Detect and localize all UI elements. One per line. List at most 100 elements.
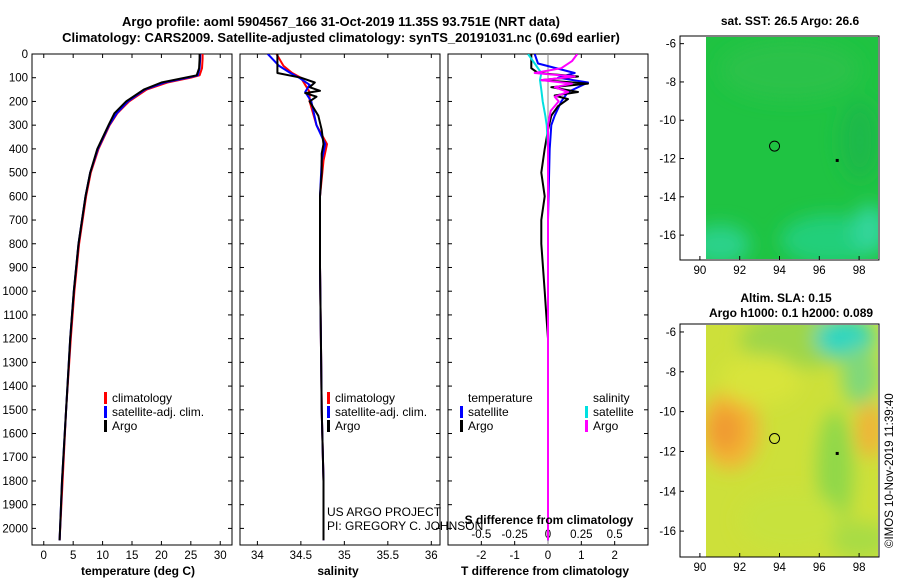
salinity-series bbox=[267, 54, 328, 541]
sla-map-subtitle: Argo h1000: 0.1 h2000: 0.089 bbox=[709, 306, 873, 320]
depth-tick-label: 1200 bbox=[2, 334, 28, 346]
s-diff-tick-label: -0.5 bbox=[471, 529, 491, 541]
difference-legend: temperature satellite Argo salinity sate… bbox=[460, 391, 634, 433]
sst-map-y-tick-label: -10 bbox=[659, 115, 676, 127]
s-diff-tick-label: 0.5 bbox=[607, 529, 623, 541]
salinity-panel-frame bbox=[239, 53, 441, 546]
legend-swatch-s-argo bbox=[585, 420, 588, 432]
legend-title-temperature: temperature bbox=[468, 391, 533, 405]
legend-label-t-argo: Argo bbox=[468, 419, 494, 433]
sla-map-y-tick-label: -10 bbox=[659, 407, 676, 419]
figure-title-line1: Argo profile: aoml 5904567_166 31-Oct-20… bbox=[122, 14, 560, 29]
depth-tick-label: 2000 bbox=[2, 523, 28, 535]
sla-map-x-tick-label: 96 bbox=[813, 562, 826, 574]
legend-label-argo: Argo bbox=[112, 419, 138, 433]
temperature-tick-label: 0 bbox=[41, 550, 47, 562]
depth-tick-label: 1300 bbox=[2, 357, 28, 369]
temperature-series bbox=[58, 54, 204, 541]
sst-map-field bbox=[706, 37, 878, 259]
depth-tick-label: 1400 bbox=[2, 381, 28, 393]
sst-map-y-tick-label: -16 bbox=[659, 230, 676, 242]
depth-tick-label: 1900 bbox=[2, 500, 28, 512]
legend-label-climatology: climatology bbox=[112, 391, 172, 405]
legend-label-argo: Argo bbox=[335, 419, 361, 433]
t-difference-axis-label: T difference from climatology bbox=[461, 564, 629, 578]
sla-map-title: Altim. SLA: 0.15 bbox=[740, 291, 832, 305]
legend-label-climatology: climatology bbox=[335, 391, 395, 405]
series-line-climatology bbox=[58, 54, 204, 541]
sla-track-point bbox=[835, 451, 839, 455]
temperature-axis-label: temperature (deg C) bbox=[81, 564, 195, 578]
t-diff-tick-label: 2 bbox=[611, 550, 617, 562]
s-diff-tick-label: 0.25 bbox=[570, 529, 592, 541]
series-line-argo bbox=[276, 54, 325, 541]
sla-map-x-tick-label: 90 bbox=[694, 562, 707, 574]
sst-map-title: sat. SST: 26.5 Argo: 26.6 bbox=[721, 14, 860, 28]
salinity-tick-label: 35 bbox=[338, 550, 351, 562]
sla-map-x-tick-label: 94 bbox=[773, 562, 786, 574]
legend-label-t-satellite: satellite bbox=[468, 405, 509, 419]
sst-map-y-tick-label: -12 bbox=[659, 154, 676, 166]
legend-swatch-climatology bbox=[104, 392, 107, 404]
depth-tick-label: 800 bbox=[9, 239, 28, 251]
legend-swatch-t-satellite bbox=[460, 406, 463, 418]
x-axis-ticks: 0 5 10 15 20 25 30 34 34.5 35 35.5 36 -2 -1 0 1 2 -0.5 -0.… bbox=[41, 54, 623, 562]
credit-line1: US ARGO PROJECT bbox=[327, 505, 442, 519]
legend-swatch-t-argo bbox=[460, 420, 463, 432]
t-diff-tick-label: 0 bbox=[545, 550, 551, 562]
salinity-axis-label: salinity bbox=[317, 564, 359, 578]
depth-tick-label: 600 bbox=[9, 191, 28, 203]
temperature-tick-label: 15 bbox=[126, 550, 139, 562]
depth-tick-label: 1600 bbox=[2, 429, 28, 441]
sst-profile-marker bbox=[769, 140, 781, 152]
sst-map-x-tick-label: 94 bbox=[773, 265, 786, 277]
sst-map-x-tick-label: 92 bbox=[733, 265, 746, 277]
sst-track-point bbox=[835, 158, 839, 162]
depth-tick-label: 300 bbox=[9, 120, 28, 132]
imos-watermark: ©IMOS 10-Nov-2019 11:39:40 bbox=[884, 393, 896, 548]
temperature-legend: climatology satellite-adj. clim. Argo bbox=[104, 391, 204, 433]
sla-map-ticks: 90 92 94 96 98 -6 -8 -10 -12 -14 -16 bbox=[659, 327, 865, 574]
series-line-salinity-argo bbox=[533, 54, 579, 541]
salinity-tick-label: 36 bbox=[425, 550, 438, 562]
legend-swatch-satellite bbox=[104, 406, 107, 418]
legend-swatch-argo bbox=[104, 420, 107, 432]
temperature-tick-label: 20 bbox=[155, 550, 168, 562]
depth-tick-label: 1000 bbox=[2, 286, 28, 298]
depth-tick-label: 500 bbox=[9, 168, 28, 180]
legend-label-s-argo: Argo bbox=[593, 419, 619, 433]
sst-map-y-tick-label: -8 bbox=[666, 77, 676, 89]
temperature-tick-label: 30 bbox=[214, 550, 227, 562]
temperature-tick-label: 25 bbox=[184, 550, 197, 562]
salinity-legend: climatology satellite-adj. clim. Argo bbox=[327, 391, 427, 433]
legend-swatch-climatology bbox=[327, 392, 330, 404]
legend-swatch-s-satellite bbox=[585, 406, 588, 418]
sla-map-field bbox=[706, 325, 878, 557]
series-line-satellite-adj.-clim. bbox=[267, 54, 327, 541]
t-diff-tick-label: 1 bbox=[578, 550, 584, 562]
sst-map-x-tick-label: 96 bbox=[813, 265, 826, 277]
depth-tick-label: 700 bbox=[9, 215, 28, 227]
sla-map-x-tick-label: 98 bbox=[853, 562, 866, 574]
sla-map-x-tick-label: 92 bbox=[733, 562, 746, 574]
legend-title-salinity: salinity bbox=[593, 391, 630, 405]
figure-title-line2: Climatology: CARS2009. Satellite-adjuste… bbox=[62, 30, 620, 45]
temperature-tick-label: 10 bbox=[96, 550, 109, 562]
depth-tick-label: 100 bbox=[9, 73, 28, 85]
sla-map-y-tick-label: -14 bbox=[659, 486, 676, 498]
series-line-satellite-adj.-clim. bbox=[58, 54, 202, 541]
sla-map-y-tick-label: -12 bbox=[659, 446, 676, 458]
t-diff-tick-label: -2 bbox=[476, 550, 486, 562]
s-diff-tick-label: -0.25 bbox=[502, 529, 528, 541]
legend-label-satellite: satellite-adj. clim. bbox=[112, 405, 204, 419]
depth-tick-label: 1800 bbox=[2, 476, 28, 488]
temperature-tick-label: 5 bbox=[70, 550, 76, 562]
sst-map-y-tick-label: -6 bbox=[666, 39, 676, 51]
credit-line2: PI: GREGORY C. JOHNSON bbox=[327, 519, 483, 533]
legend-swatch-argo bbox=[327, 420, 330, 432]
sla-map-y-tick-label: -8 bbox=[666, 367, 676, 379]
series-line-temperature-satellite bbox=[533, 54, 589, 541]
depth-tick-label: 400 bbox=[9, 144, 28, 156]
salinity-tick-label: 34 bbox=[251, 550, 264, 562]
